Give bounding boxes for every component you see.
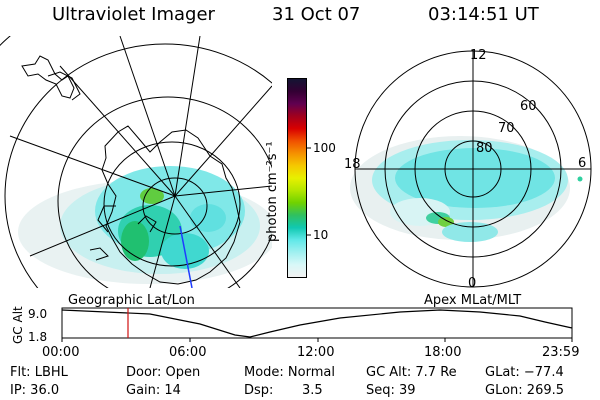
time-tick-0600: 06:00 <box>169 345 206 360</box>
apex-mlat-mlt-label: Apex MLat/MLT <box>424 293 521 308</box>
geographic-map <box>0 36 272 288</box>
time-label: 03:14:51 UT <box>428 4 539 25</box>
polar-mlt-map: 12 18 6 0 60 70 80 <box>344 48 592 290</box>
mlt-label-18: 18 <box>344 157 361 172</box>
mlt-label-6: 6 <box>578 156 586 171</box>
coastlines <box>21 55 241 285</box>
ip-info: IP: 36.0 <box>10 383 60 398</box>
door-info: Door: Open <box>126 365 201 380</box>
colorbar-unit-label: photon cm⁻²s⁻¹ <box>265 141 280 242</box>
dsp-label: Dsp: <box>244 383 274 398</box>
glon-info: GLon: 269.5 <box>485 383 565 398</box>
mlt-label-12: 12 <box>470 48 487 63</box>
time-tick-1200: 12:00 <box>297 345 334 360</box>
altitude-plot-frame <box>61 307 573 339</box>
date-label: 31 Oct 07 <box>272 4 361 25</box>
glat-info: GLat: −77.4 <box>485 365 564 380</box>
lat-label-70: 70 <box>498 121 515 136</box>
geographic-latlon-label: Geographic Lat/Lon <box>68 293 195 308</box>
colorbar-tick-100: 100 <box>313 141 336 155</box>
altitude-plot: Geographic Lat/Lon Apex MLat/MLT GC Alt … <box>11 293 579 360</box>
mlt-label-0: 0 <box>468 276 476 290</box>
altitude-tick-bottom: 1.8 <box>28 330 47 344</box>
altitude-curve <box>61 309 573 338</box>
gc-alt-info: GC Alt: 7.7 Re <box>366 365 457 380</box>
aurora-emission-geo <box>18 166 272 284</box>
color-scale-bar <box>287 78 307 278</box>
polar-grid <box>354 50 592 288</box>
time-tick-1800: 18:00 <box>424 345 461 360</box>
time-axis-ticks <box>61 338 573 342</box>
color-scale-labels: photon cm⁻²s⁻¹ 100 10 <box>265 141 336 242</box>
aurora-emission-polar <box>350 136 583 242</box>
colorbar-tick-10: 10 <box>313 228 328 242</box>
lat-label-80: 80 <box>476 141 493 156</box>
latitude-circles <box>0 36 272 288</box>
altitude-tick-top: 9.0 <box>28 307 47 321</box>
track-line <box>179 225 193 288</box>
filter-info: Flt: LBHL <box>10 365 68 380</box>
lat-label-60: 60 <box>520 99 537 114</box>
altitude-axis-label: GC Alt <box>11 306 25 344</box>
time-tick-2359: 23:59 <box>542 345 579 360</box>
dsp-value: 3.5 <box>302 383 323 398</box>
instrument-title: Ultraviolet Imager <box>52 4 215 25</box>
time-tick-0000: 00:00 <box>42 345 79 360</box>
gain-info: Gain: 14 <box>126 383 181 398</box>
seq-info: Seq: 39 <box>366 383 416 398</box>
mode-info: Mode: Normal <box>244 365 335 380</box>
